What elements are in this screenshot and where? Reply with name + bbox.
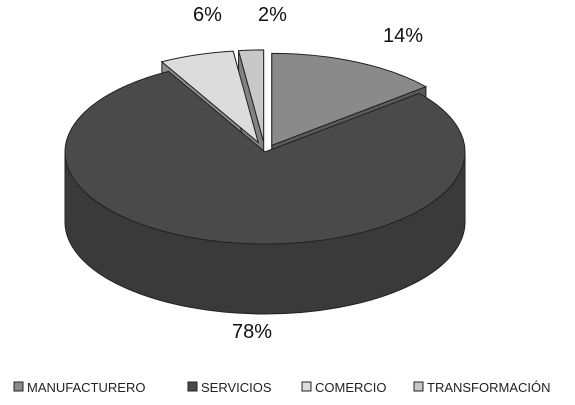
legend-swatch-servicios xyxy=(187,381,198,392)
legend-swatch-transformacion xyxy=(413,381,424,392)
slice-top-transformacion xyxy=(237,49,265,143)
slice-top-comercio xyxy=(160,50,260,144)
pie-tops xyxy=(64,49,466,245)
data-label-comercio: 6% xyxy=(193,4,222,26)
legend-swatch-manufacturero xyxy=(13,381,24,392)
legend-swatch-comercio xyxy=(301,381,312,392)
legend: MANUFACTURERO SERVICIOS COMERCIO TRANSFORMA… xyxy=(13,380,551,395)
slice-top-manufacturero xyxy=(271,52,428,147)
legend-label-comercio: COMERCIO xyxy=(315,380,387,395)
data-label-manufacturero: 14% xyxy=(383,25,423,47)
slice-top-servicios xyxy=(64,70,466,245)
legend-label-manufacturero: MANUFACTURERO xyxy=(27,380,145,395)
legend-label-servicios: SERVICIOS xyxy=(201,380,272,395)
data-label-servicios: 78% xyxy=(232,321,272,343)
data-label-transformacion: 2% xyxy=(258,4,287,26)
legend-label-transformacion: TRANSFORMACIÓN xyxy=(427,380,551,395)
